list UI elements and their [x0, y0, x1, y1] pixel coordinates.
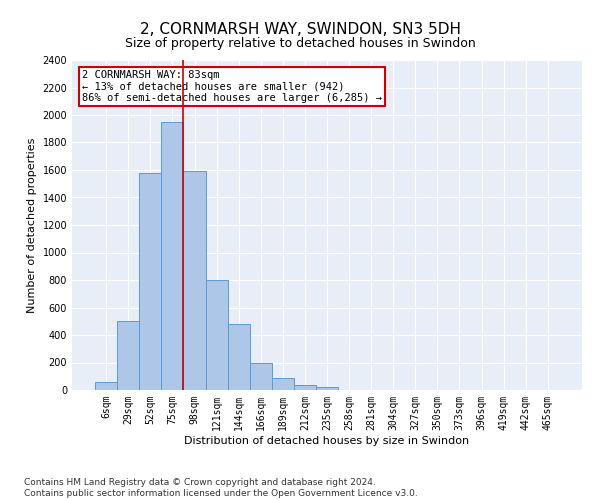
Bar: [117, 322, 139, 390]
Bar: [316, 386, 338, 390]
Bar: [227, 324, 250, 390]
Bar: [95, 382, 117, 390]
X-axis label: Distribution of detached houses by size in Swindon: Distribution of detached houses by size …: [184, 436, 470, 446]
Text: 2 CORNMARSH WAY: 83sqm
← 13% of detached houses are smaller (942)
86% of semi-de: 2 CORNMARSH WAY: 83sqm ← 13% of detached…: [82, 70, 382, 103]
Bar: [250, 362, 272, 390]
Bar: [294, 385, 316, 390]
Text: Contains HM Land Registry data © Crown copyright and database right 2024.
Contai: Contains HM Land Registry data © Crown c…: [24, 478, 418, 498]
Bar: [272, 378, 294, 390]
Bar: [161, 122, 184, 390]
Bar: [206, 280, 227, 390]
Bar: [184, 172, 206, 390]
Text: 2, CORNMARSH WAY, SWINDON, SN3 5DH: 2, CORNMARSH WAY, SWINDON, SN3 5DH: [139, 22, 461, 38]
Bar: [139, 173, 161, 390]
Y-axis label: Number of detached properties: Number of detached properties: [27, 138, 37, 312]
Text: Size of property relative to detached houses in Swindon: Size of property relative to detached ho…: [125, 38, 475, 51]
